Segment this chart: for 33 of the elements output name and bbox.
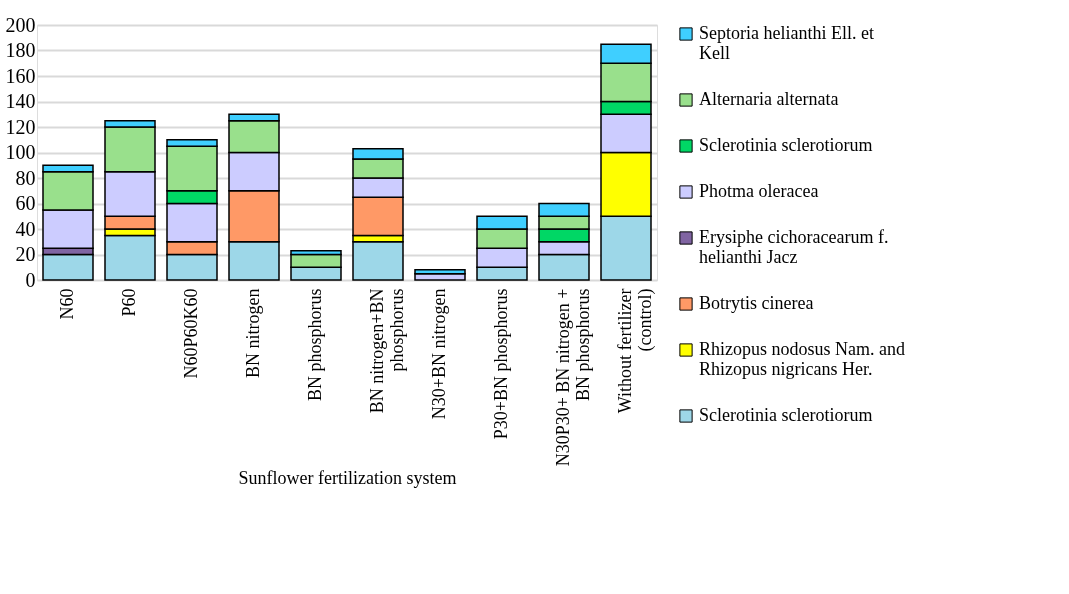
x-tick-label: BN nitrogen+BN phosphorus — [367, 288, 407, 414]
legend-label: Septoria helianthi Ell. et Kell — [699, 23, 874, 63]
legend-label: Erysiphe cichoracearum f. helianthi Jacz — [699, 227, 889, 267]
y-tick-label: 100 — [5, 141, 36, 163]
x-axis-title: Sunflower fertilization system — [238, 468, 457, 489]
legend-label: Sclerotinia sclerotiorum — [699, 405, 873, 425]
x-tick-label: BN phosphorus — [305, 288, 325, 402]
x-tick-label: N30P30+ BN nitrogen + BN phosphorus — [553, 288, 593, 467]
legend-label: Photma oleracea — [699, 181, 819, 201]
y-tick-label: 200 — [5, 13, 36, 36]
x-tick-label: P60 — [119, 288, 139, 317]
x-tick-label: P30+BN phosphorus — [491, 288, 511, 440]
bar — [414, 272, 466, 281]
bar — [42, 253, 94, 281]
x-tick-label: N30+BN nitrogen — [429, 288, 449, 420]
y-tick-label: 80 — [15, 166, 36, 189]
legend-label: Sclerotinia sclerotiorum — [699, 135, 873, 155]
y-tick-label: 160 — [5, 64, 36, 87]
bar — [104, 234, 156, 281]
y-tick-label: 180 — [5, 39, 36, 61]
y-tick-label: 20 — [15, 243, 36, 265]
y-tick-label: 120 — [5, 115, 36, 138]
y-tick-label: 140 — [5, 90, 36, 112]
x-tick-label: N60 — [57, 288, 77, 320]
legend-label: Alternaria alternata — [699, 89, 839, 109]
y-tick-label: 0 — [25, 268, 36, 291]
y-tick-label: 60 — [15, 192, 36, 214]
x-tick-label: BN nitrogen — [243, 288, 263, 378]
x-tick-label: N60P60K60 — [181, 288, 201, 379]
y-tick-label: 40 — [15, 217, 36, 240]
legend-label: Botrytis cinerea — [699, 293, 814, 313]
x-tick-label: Without fertilizer (control) — [615, 288, 656, 414]
legend-label: Rhizopus nodosus Nam. and Rhizopus nigricans Her. — [699, 339, 905, 379]
